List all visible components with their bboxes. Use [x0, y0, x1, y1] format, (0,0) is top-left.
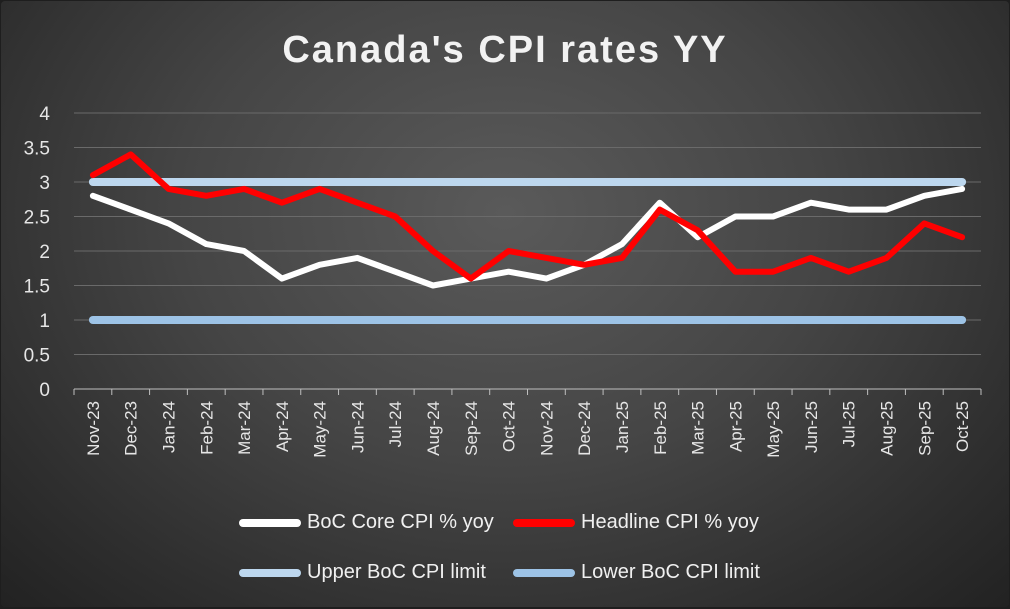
- legend-swatch-core: [239, 518, 301, 527]
- x-tick-label: Aug-25: [878, 401, 897, 456]
- x-tick-label: Jun-25: [802, 401, 821, 453]
- x-tick-label: Jul-24: [386, 401, 405, 447]
- x-tick-label: Dec-24: [575, 401, 594, 456]
- x-tick-label: May-24: [311, 401, 330, 458]
- legend-label-upper: Upper BoC CPI limit: [307, 561, 486, 583]
- series-line-headline-cpi: [89, 151, 966, 282]
- legend-item-lower: Lower BoC CPI limit: [513, 561, 760, 584]
- y-tick-label: 4: [39, 104, 50, 125]
- x-tick-label: Oct-24: [500, 401, 519, 452]
- x-tick-label: Mar-25: [689, 401, 708, 455]
- series-line-core-cpi: [89, 185, 966, 289]
- x-tick-label: Nov-23: [84, 401, 103, 456]
- y-tick-label: 3: [39, 173, 50, 194]
- x-tick-label: Sep-25: [915, 401, 934, 456]
- legend-label-core: BoC Core CPI % yoy: [307, 511, 494, 533]
- y-tick-label: 1: [39, 311, 50, 332]
- x-tick-label: Jan-25: [613, 401, 632, 453]
- legend-label-lower: Lower BoC CPI limit: [581, 561, 760, 583]
- x-tick-label: Apr-25: [726, 401, 745, 452]
- x-tick-label: Dec-23: [122, 401, 141, 456]
- legend-swatch-upper: [239, 568, 301, 577]
- x-tick-label: Oct-25: [953, 401, 972, 452]
- x-tick-label: Sep-24: [462, 401, 481, 456]
- x-tick-label: Feb-24: [197, 401, 216, 455]
- x-tick-label: Jul-25: [840, 401, 859, 447]
- legend-swatch-lower: [513, 568, 575, 577]
- legend-swatch-headline: [513, 518, 575, 527]
- y-tick-label: 2: [39, 242, 50, 263]
- y-tick-label: 2.5: [24, 208, 50, 229]
- y-tick-label: 0.5: [24, 346, 50, 367]
- y-tick-label: 1.5: [24, 277, 50, 298]
- x-tick-label: May-25: [764, 401, 783, 458]
- x-tick-label: Jan-24: [159, 401, 178, 453]
- x-tick-label: Aug-24: [424, 401, 443, 456]
- chart-title: Canada's CPI rates YY: [282, 29, 728, 71]
- x-tick-label: Nov-24: [537, 401, 556, 456]
- legend-label-headline: Headline CPI % yoy: [581, 511, 759, 533]
- x-tick-label: Mar-24: [235, 401, 254, 455]
- y-tick-label: 0: [39, 380, 50, 401]
- x-tick-label: Feb-25: [651, 401, 670, 455]
- legend-item-upper: Upper BoC CPI limit: [239, 561, 486, 584]
- legend-item-headline: Headline CPI % yoy: [513, 511, 759, 534]
- legend-item-core: BoC Core CPI % yoy: [239, 511, 494, 534]
- x-tick-label: Apr-24: [273, 401, 292, 452]
- y-tick-label: 3.5: [24, 139, 50, 160]
- x-tick-label: Jun-24: [348, 401, 367, 453]
